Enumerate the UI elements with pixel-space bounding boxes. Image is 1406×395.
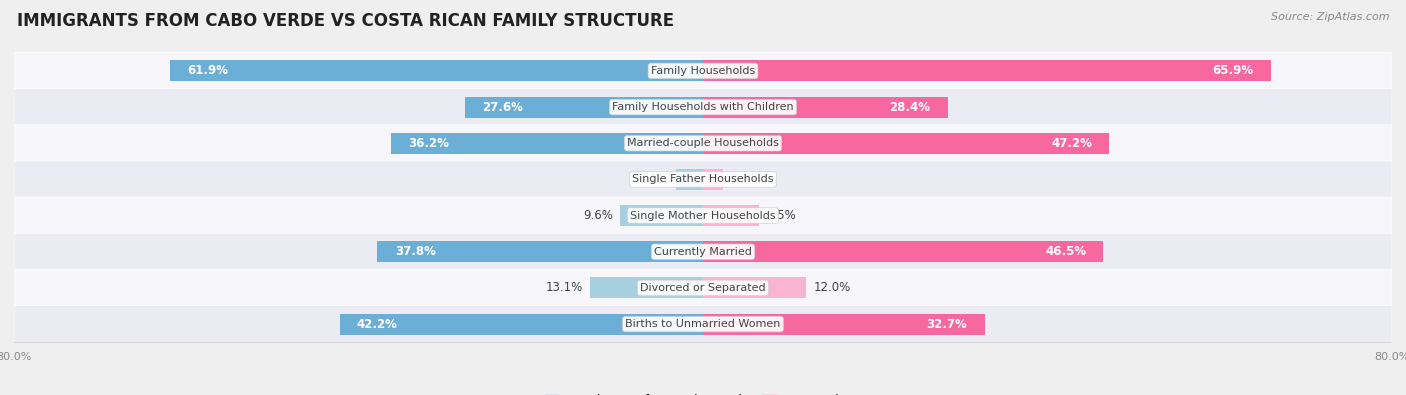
Bar bbox=[703, 169, 723, 190]
Text: 28.4%: 28.4% bbox=[890, 101, 931, 114]
Text: Family Households with Children: Family Households with Children bbox=[612, 102, 794, 112]
FancyBboxPatch shape bbox=[14, 125, 1392, 162]
FancyBboxPatch shape bbox=[14, 269, 1392, 307]
Bar bbox=[703, 97, 948, 118]
Bar bbox=[703, 60, 1271, 81]
Text: 27.6%: 27.6% bbox=[482, 101, 523, 114]
Text: Single Mother Households: Single Mother Households bbox=[630, 211, 776, 220]
Bar bbox=[676, 169, 703, 190]
Text: 9.6%: 9.6% bbox=[583, 209, 613, 222]
FancyBboxPatch shape bbox=[14, 53, 1392, 89]
FancyBboxPatch shape bbox=[14, 197, 1392, 234]
Bar bbox=[703, 205, 759, 226]
Text: 13.1%: 13.1% bbox=[546, 281, 583, 294]
Bar bbox=[703, 241, 1104, 262]
Text: 2.3%: 2.3% bbox=[730, 173, 759, 186]
Text: 36.2%: 36.2% bbox=[409, 137, 450, 150]
Text: Married-couple Households: Married-couple Households bbox=[627, 138, 779, 148]
Text: 65.9%: 65.9% bbox=[1212, 64, 1253, 77]
Bar bbox=[620, 205, 703, 226]
Text: 37.8%: 37.8% bbox=[395, 245, 436, 258]
Legend: Immigrants from Cabo Verde, Costa Rican: Immigrants from Cabo Verde, Costa Rican bbox=[544, 394, 862, 395]
Text: Source: ZipAtlas.com: Source: ZipAtlas.com bbox=[1271, 12, 1389, 22]
Text: 32.7%: 32.7% bbox=[927, 318, 967, 331]
Text: Single Father Households: Single Father Households bbox=[633, 175, 773, 184]
Bar bbox=[340, 314, 703, 335]
Text: 6.5%: 6.5% bbox=[766, 209, 796, 222]
Text: IMMIGRANTS FROM CABO VERDE VS COSTA RICAN FAMILY STRUCTURE: IMMIGRANTS FROM CABO VERDE VS COSTA RICA… bbox=[17, 12, 673, 30]
Bar bbox=[703, 314, 984, 335]
Text: Family Households: Family Households bbox=[651, 66, 755, 76]
Text: 47.2%: 47.2% bbox=[1052, 137, 1092, 150]
Bar bbox=[465, 97, 703, 118]
Text: Divorced or Separated: Divorced or Separated bbox=[640, 283, 766, 293]
FancyBboxPatch shape bbox=[14, 161, 1392, 198]
Bar bbox=[703, 277, 807, 298]
Bar bbox=[170, 60, 703, 81]
Text: 46.5%: 46.5% bbox=[1045, 245, 1087, 258]
Text: Currently Married: Currently Married bbox=[654, 247, 752, 257]
Bar bbox=[591, 277, 703, 298]
FancyBboxPatch shape bbox=[14, 233, 1392, 270]
Bar bbox=[391, 133, 703, 154]
Text: 3.1%: 3.1% bbox=[640, 173, 669, 186]
Bar bbox=[703, 133, 1109, 154]
Text: Births to Unmarried Women: Births to Unmarried Women bbox=[626, 319, 780, 329]
Text: 12.0%: 12.0% bbox=[813, 281, 851, 294]
Text: 61.9%: 61.9% bbox=[187, 64, 228, 77]
Bar bbox=[377, 241, 703, 262]
FancyBboxPatch shape bbox=[14, 306, 1392, 342]
Text: 42.2%: 42.2% bbox=[357, 318, 398, 331]
FancyBboxPatch shape bbox=[14, 88, 1392, 126]
